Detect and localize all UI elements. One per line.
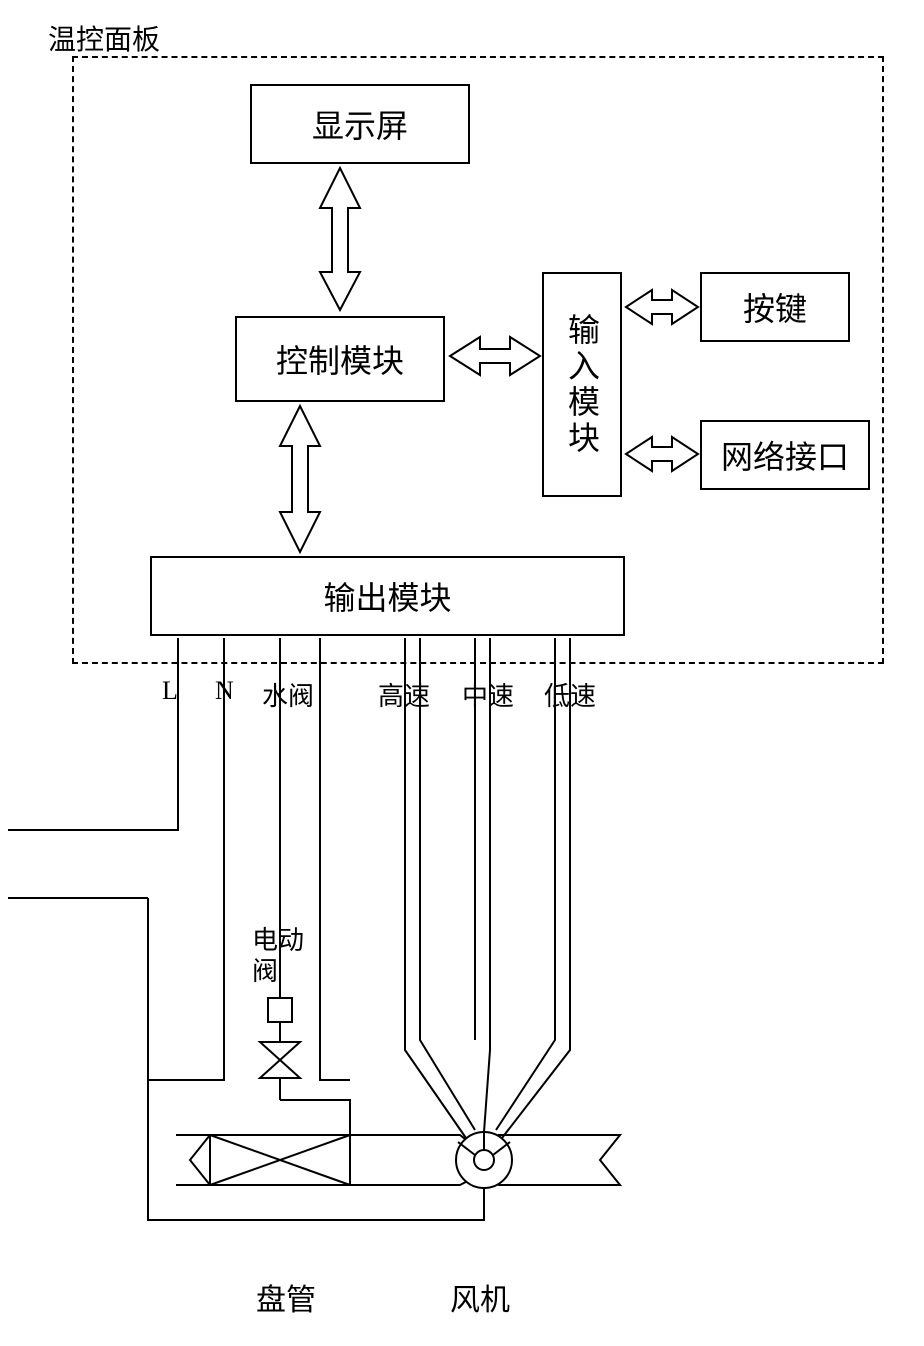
panel-title: 温控面板 — [48, 18, 160, 58]
label-L: L — [162, 676, 178, 706]
wire-L — [8, 638, 178, 830]
input-module-block: 输入模块 — [542, 272, 622, 497]
wire-N — [8, 638, 484, 1220]
label-low: 低速 — [544, 676, 596, 713]
input-label: 输入模块 — [559, 313, 605, 457]
output-module-block: 输出模块 — [150, 556, 625, 636]
control-module-block: 控制模块 — [235, 316, 445, 402]
wire-speeds — [405, 638, 570, 1138]
label-N: N — [215, 676, 234, 706]
network-label: 网络接口 — [721, 432, 849, 478]
buttons-block: 按键 — [700, 272, 850, 342]
buttons-label: 按键 — [743, 284, 807, 330]
control-label: 控制模块 — [276, 336, 404, 382]
fan-motor — [456, 1132, 512, 1188]
display-label: 显示屏 — [312, 101, 408, 147]
label-valve: 水阀 — [262, 676, 314, 713]
label-mid: 中速 — [462, 676, 514, 713]
label-high: 高速 — [378, 676, 430, 713]
valve-symbol — [260, 1022, 300, 1100]
valve-connector-box — [268, 998, 292, 1022]
network-block: 网络接口 — [700, 420, 870, 490]
display-block: 显示屏 — [250, 84, 470, 164]
fan-label: 风机 — [450, 1275, 510, 1319]
coil-unit — [176, 1135, 350, 1185]
coil-label: 盘管 — [256, 1275, 316, 1319]
fan-housing — [350, 1135, 620, 1185]
output-label: 输出模块 — [323, 573, 451, 619]
pipe-valve-coil — [280, 1100, 350, 1135]
elec-valve-label: 电动 阀 — [252, 925, 304, 987]
